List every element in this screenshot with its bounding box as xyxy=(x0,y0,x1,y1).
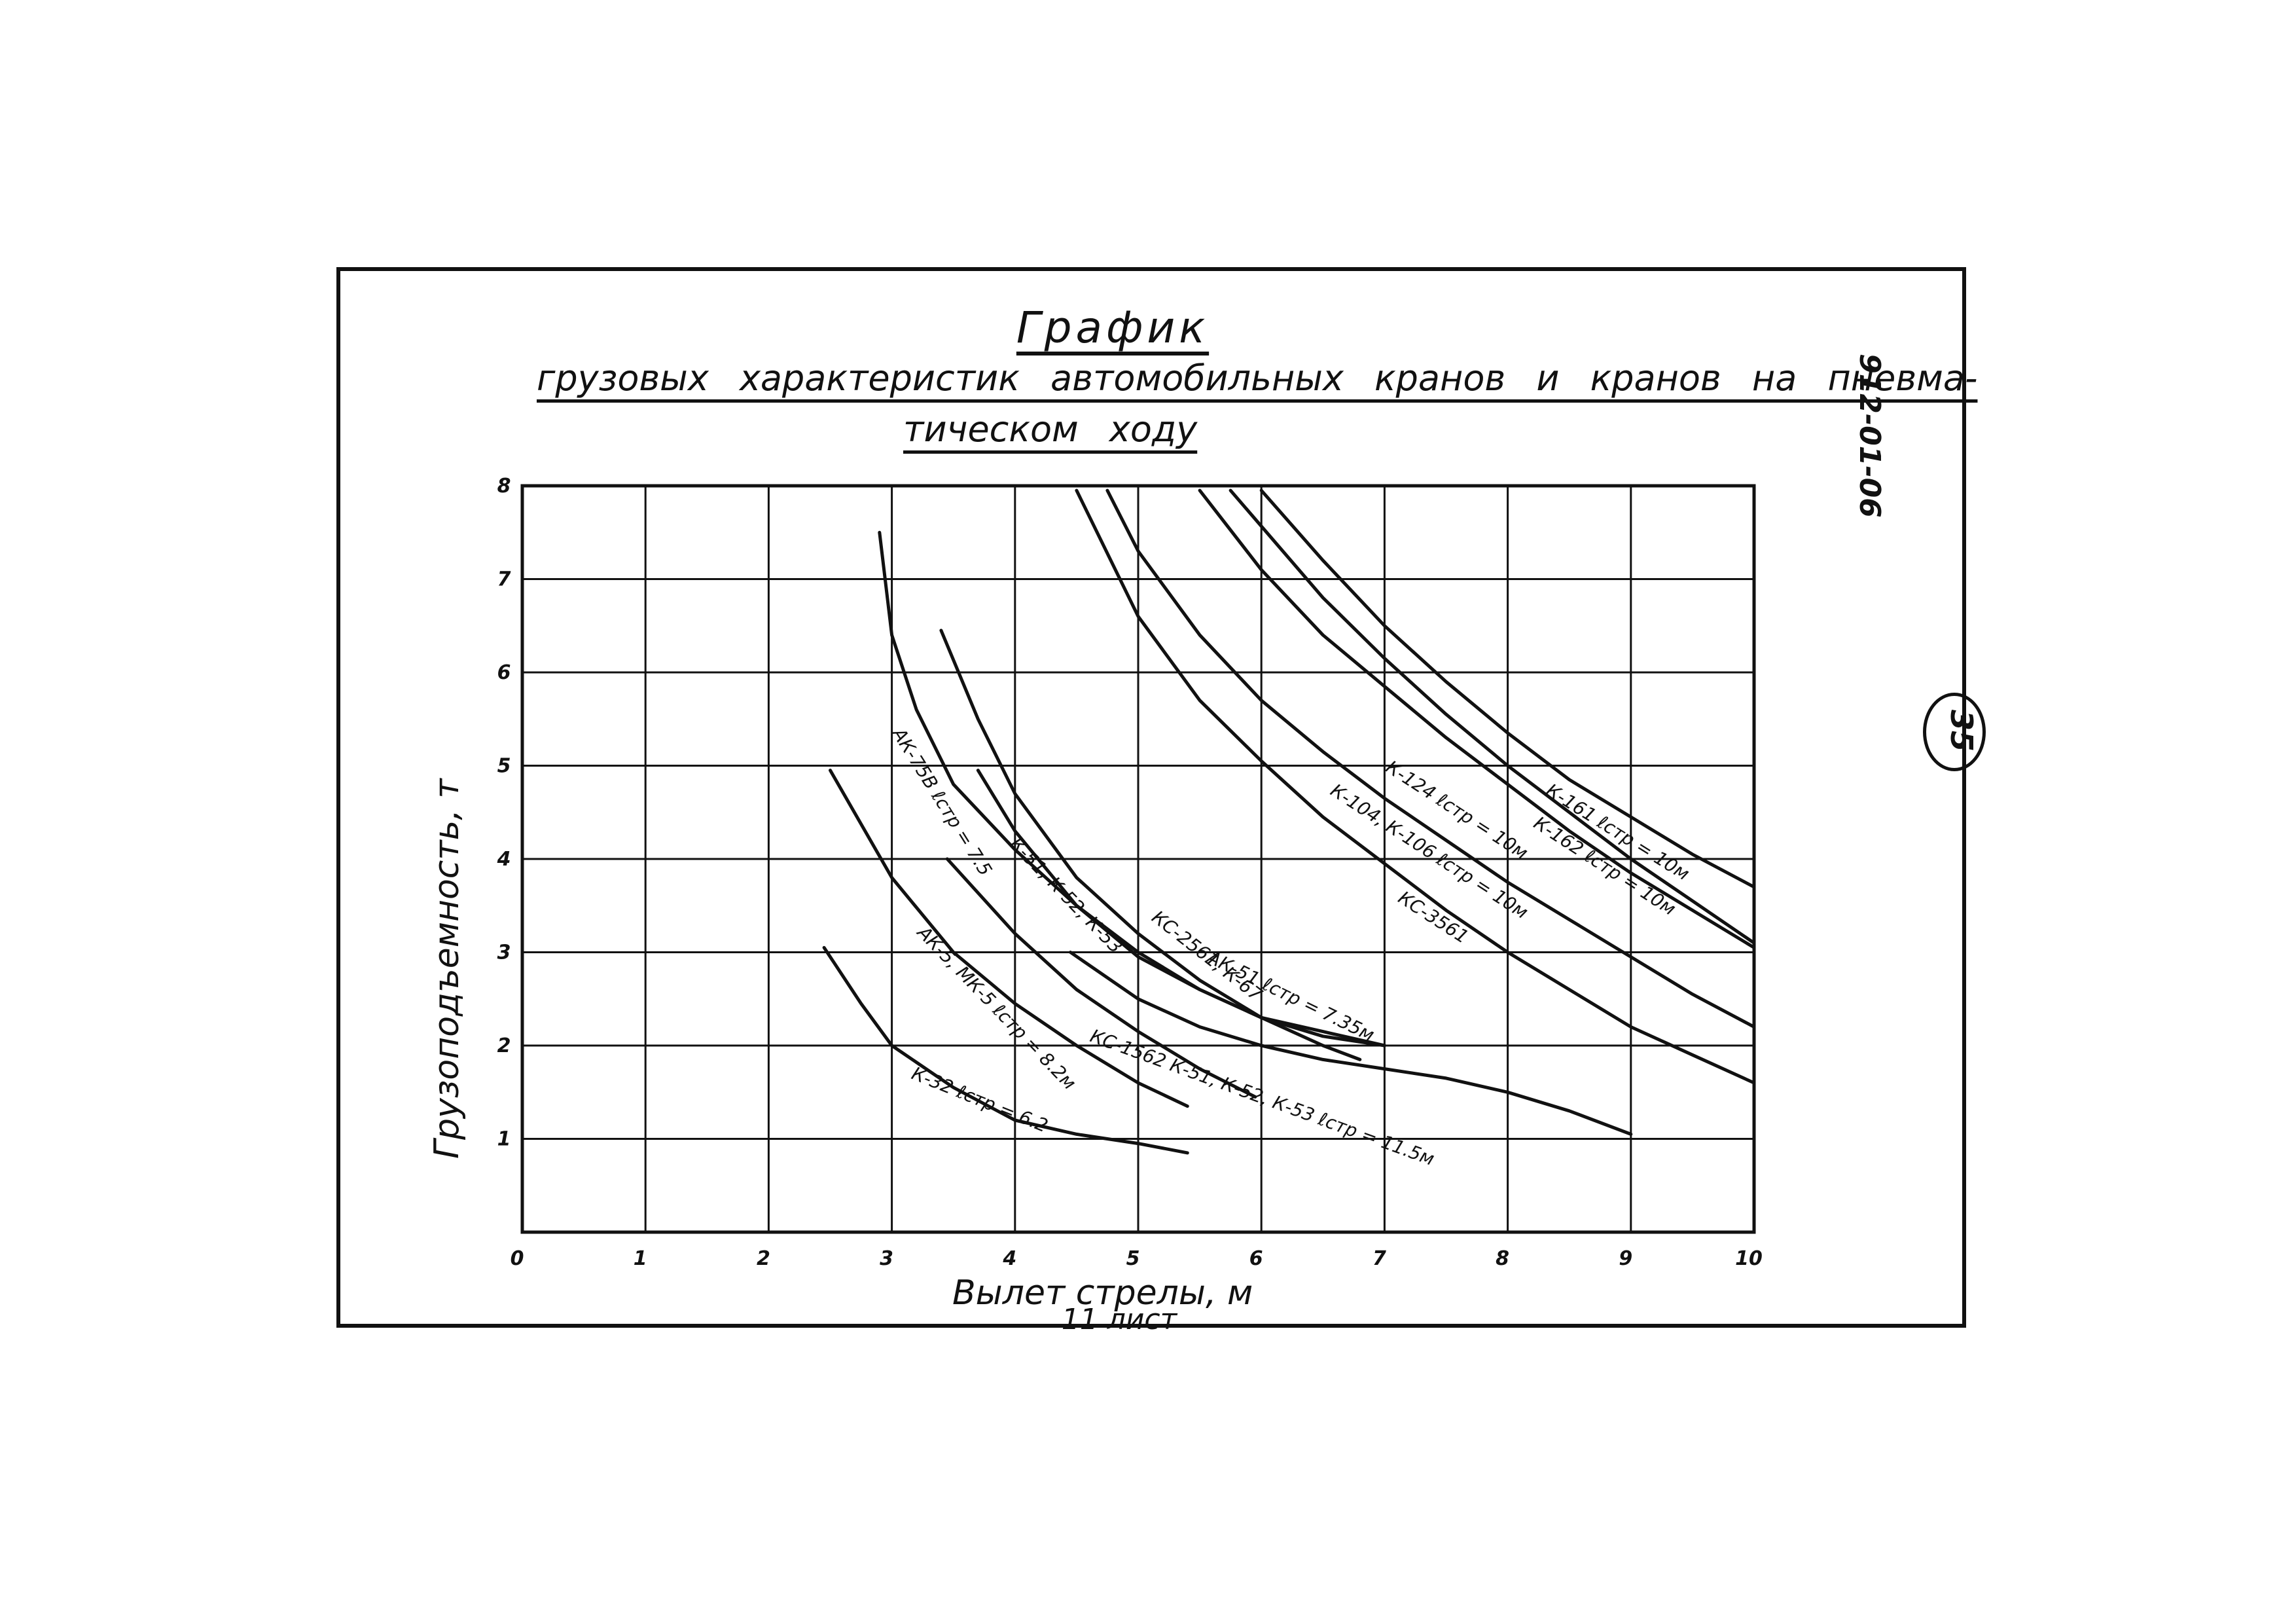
x-tick-label: 10 xyxy=(1735,1247,1763,1270)
y-tick-label: 1 xyxy=(497,1128,511,1151)
x-tick-label: 1 xyxy=(634,1247,647,1270)
series-line-7 xyxy=(939,629,1362,1061)
x-tick-label: 0 xyxy=(511,1247,524,1270)
x-tick-label: 2 xyxy=(757,1247,770,1270)
series-label-7: К-51, К-52, К-53 xyxy=(1005,833,1126,958)
series-line-12 xyxy=(822,945,1189,1155)
series-line-8 xyxy=(976,769,1386,1048)
y-axis-label: Грузоподъемность, т xyxy=(427,778,467,1159)
x-tick-label: 6 xyxy=(1249,1247,1263,1270)
drawing-frame xyxy=(336,267,1966,1328)
chart-grid xyxy=(520,484,1756,1234)
chart-ticks: 0 1 2 3 4 5 6 7 8 9 10 1 2 3 4 5 6 7 8 xyxy=(497,475,1763,1270)
series-label-5: КС-3561 xyxy=(1394,886,1472,947)
x-tick-label: 4 xyxy=(1002,1247,1016,1270)
y-tick-label: 7 xyxy=(497,568,511,591)
series-line-2 xyxy=(1229,488,1756,945)
x-tick-label: 5 xyxy=(1126,1247,1140,1270)
chart-series xyxy=(822,488,1756,1155)
series-line-10 xyxy=(945,857,1257,1099)
x-tick-label: 8 xyxy=(1496,1247,1509,1270)
y-tick-label: 3 xyxy=(497,941,511,964)
x-tick-label: 3 xyxy=(880,1247,893,1270)
y-tick-label: 4 xyxy=(497,848,511,871)
series-label-9: АК-5, МК-5 ℓстр = 8.2м xyxy=(912,921,1081,1094)
page-number-badge: 35 xyxy=(1923,693,1986,771)
series-line-3 xyxy=(1198,488,1756,949)
series-label-12: К-32 ℓстр = 6.2 xyxy=(908,1063,1051,1137)
y-tick-label: 2 xyxy=(497,1034,511,1057)
x-tick-label: 9 xyxy=(1619,1247,1632,1270)
series-line-11 xyxy=(1069,951,1633,1136)
series-label-6: АК-75В ℓстр = 7.5 xyxy=(888,723,997,879)
y-tick-label: 5 xyxy=(497,755,511,778)
x-axis-label: Вылет стрелы, м xyxy=(952,1273,1253,1313)
x-tick-label: 7 xyxy=(1372,1247,1386,1270)
series-line-5 xyxy=(1075,488,1756,1085)
y-tick-label: 6 xyxy=(497,661,511,684)
page-title: График xyxy=(1016,302,1210,353)
y-tick-label: 8 xyxy=(497,475,511,498)
series-line-4 xyxy=(1105,488,1756,1029)
page-subtitle-line2: тическом ходу xyxy=(903,409,1198,450)
series-line-9 xyxy=(829,769,1189,1108)
series-line-1 xyxy=(1259,488,1756,889)
page-subtitle-line1: грузовых характеристик автомобильных кра… xyxy=(537,357,1978,399)
sheet-label: 11 лист xyxy=(1061,1303,1177,1336)
